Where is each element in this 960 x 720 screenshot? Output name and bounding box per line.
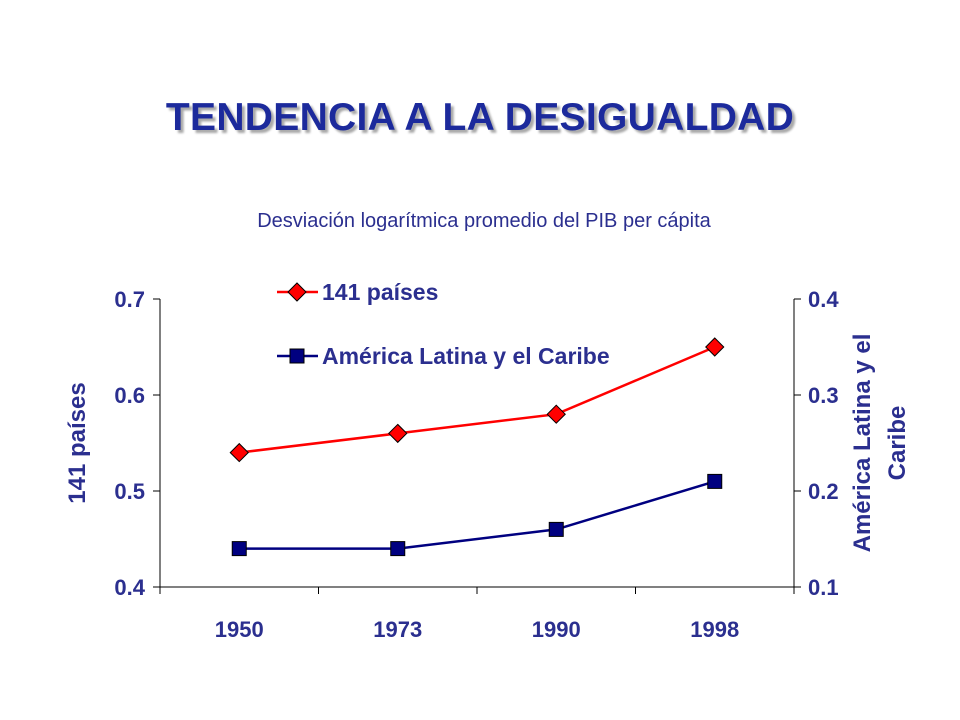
- x-tick-label: 1973: [373, 617, 422, 642]
- legend: 141 países América Latina y el Caribe: [277, 279, 610, 369]
- chart-subtitle: Desviación logarítmica promedio del PIB …: [257, 210, 711, 232]
- legend-label: 141 países: [322, 279, 438, 305]
- legend-square-marker: [289, 348, 305, 364]
- data-point-diamond: [546, 404, 566, 424]
- data-point-square: [231, 541, 247, 557]
- series-layer: [229, 337, 725, 557]
- data-point-square: [390, 541, 406, 557]
- y-right-axis-title-line: Caribe: [884, 406, 911, 481]
- y-right-tick-label: 0.1: [808, 575, 839, 600]
- legend-item: América Latina y el Caribe: [277, 343, 610, 369]
- y-right-axis-title-line: América Latina y el: [849, 334, 876, 553]
- data-point-square: [548, 521, 564, 537]
- series-line: [239, 480, 716, 550]
- y-left-axis-title: 141 países: [64, 382, 91, 503]
- y-right-tick-label: 0.3: [808, 383, 839, 408]
- data-point-diamond: [229, 442, 249, 463]
- y-right-tick-label: 0.2: [808, 479, 839, 504]
- page-title: TENDENCIA A LA DESIGUALDAD: [165, 96, 795, 139]
- x-tick-label: 1998: [690, 617, 739, 642]
- y-left-tick-label: 0.7: [114, 287, 145, 312]
- x-tick-label: 1990: [532, 617, 581, 642]
- series-america-latina: [231, 473, 723, 557]
- data-point-diamond: [705, 337, 725, 357]
- chart-axes: 0.4 0.5 0.6 0.7 0.1 0.2 0.3 0.4 1950 1973 1990 1998…: [64, 287, 911, 642]
- y-left-tick-label: 0.4: [114, 575, 145, 600]
- y-right-axis-title: América Latina y el Caribe: [849, 334, 911, 553]
- series-141-paises: [229, 337, 725, 463]
- y-left-tick-label: 0.5: [114, 479, 145, 504]
- y-right-tick-label: 0.4: [808, 287, 839, 312]
- data-point-square: [707, 473, 723, 489]
- legend-item: 141 países: [277, 279, 438, 305]
- legend-label: América Latina y el Caribe: [322, 343, 610, 369]
- y-left-tick-label: 0.6: [114, 383, 145, 408]
- x-tick-label: 1950: [215, 617, 264, 642]
- data-point-diamond: [388, 423, 408, 444]
- legend-diamond-marker: [287, 282, 307, 302]
- series-line: [239, 345, 716, 454]
